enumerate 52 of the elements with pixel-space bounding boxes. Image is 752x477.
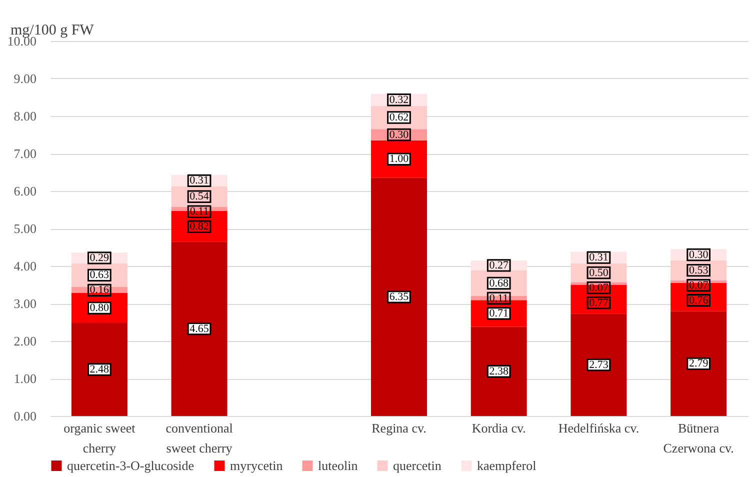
bar	[670, 311, 727, 416]
legend-label: luteolin	[318, 458, 358, 473]
y-tick-label: 2.00	[14, 334, 36, 348]
data-label: 4.65	[190, 322, 210, 335]
y-tick-label: 0.00	[14, 408, 36, 424]
data-label: 0.07	[589, 282, 609, 294]
y-tick-label: 3.00	[14, 296, 36, 311]
legend-label: quercetin	[393, 458, 442, 473]
bar	[570, 314, 627, 416]
data-label: 1.00	[389, 153, 410, 166]
x-tick-label: Bütnera Czerwona cv.	[663, 420, 734, 456]
x-tick-label: Regina cv.	[372, 420, 426, 436]
data-label: 2.79	[688, 358, 709, 370]
y-tick-label: 6.00	[14, 184, 36, 198]
y-tick-label: 5.00	[14, 221, 36, 236]
bar	[171, 242, 228, 416]
data-label: 0.82	[190, 220, 209, 233]
data-label: 0.71	[489, 307, 508, 320]
y-tick-label: 9.00	[14, 71, 36, 86]
data-label: 0.07	[688, 279, 709, 292]
data-label: 0.80	[90, 302, 110, 314]
y-tick-label: 4.00	[14, 258, 36, 274]
data-label: 0.31	[589, 252, 608, 264]
data-label: 0.63	[90, 269, 110, 282]
data-label: 0.50	[589, 266, 609, 279]
data-label: 0.54	[190, 190, 210, 203]
legend-label: quercetin-3-O-glucoside	[67, 458, 194, 473]
data-label: 0.27	[489, 259, 509, 272]
y-tick-label: 1.00	[14, 371, 36, 386]
data-label: 0.68	[489, 277, 509, 290]
data-label: 0.31	[190, 174, 209, 187]
data-label: 2.48	[90, 364, 110, 376]
y-tick-label: 8.00	[14, 108, 36, 124]
data-label: 0.77	[589, 296, 609, 309]
data-label: 0.76	[688, 294, 709, 306]
legend-label: kaempferol	[477, 458, 537, 473]
data-label: 0.30	[389, 128, 410, 141]
data-label: 2.73	[589, 358, 609, 371]
bar	[470, 326, 527, 416]
data-label: 2.38	[489, 365, 509, 378]
bar	[71, 323, 128, 416]
legend-label: myrycetin	[230, 458, 284, 473]
bar	[371, 178, 427, 416]
y-tick-label: 7.00	[14, 146, 36, 161]
data-label: 0.53	[688, 264, 709, 276]
data-label: 0.29	[90, 252, 110, 264]
data-label: 6.35	[389, 290, 410, 303]
data-label: 0.30	[688, 248, 709, 261]
x-tick-label: Kordia cv.	[472, 420, 526, 436]
data-label: 0.62	[389, 112, 409, 124]
data-label: 0.32	[389, 94, 409, 106]
x-tick-label: Hedelfińska cv.	[558, 420, 640, 436]
